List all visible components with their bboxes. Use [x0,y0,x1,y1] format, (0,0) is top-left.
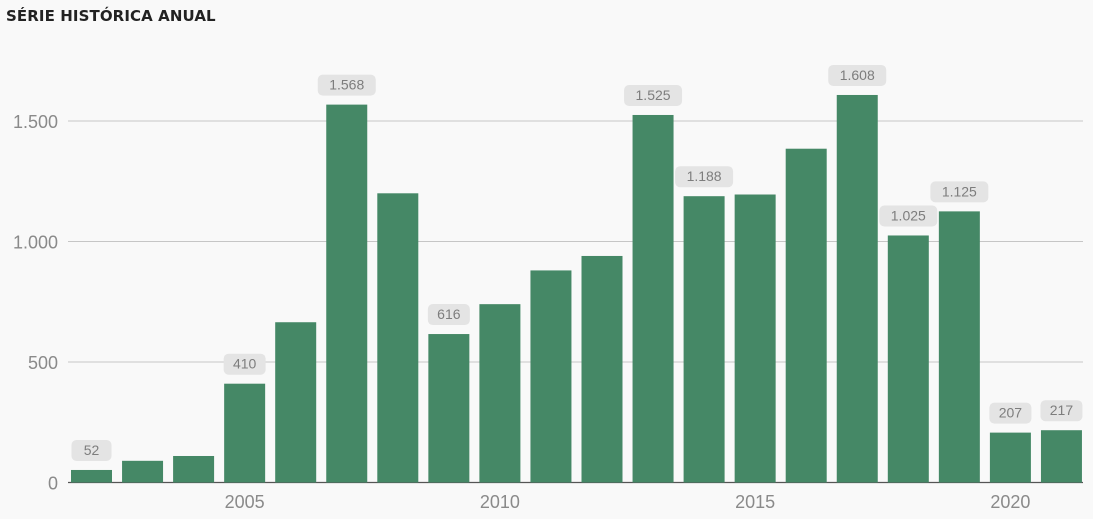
data-label: 1.568 [329,77,364,93]
bar [887,235,929,483]
bar [122,460,164,483]
bar [71,469,112,483]
bar [1040,430,1082,483]
data-label: 616 [437,306,461,322]
data-labels: 52 410 1.568 616 1.525 1.188 1.608 1.025 1.125 20… [71,64,1083,461]
data-label-background [624,84,683,106]
bar [479,304,521,483]
x-tick-label: 2010 [480,492,520,512]
bar [785,148,827,483]
chart-title-text: SÉRIE HISTÓRICA ANUAL [6,7,216,25]
bar [530,270,572,483]
data-label: 1.125 [942,183,977,199]
data-label-background [828,64,887,86]
x-tick-label: 2015 [735,492,775,512]
data-label: 52 [84,442,100,458]
data-label-background [427,304,470,326]
y-tick-label: 500 [28,353,58,373]
bar [224,383,266,483]
data-label: 1.608 [840,67,875,83]
data-label: 410 [233,356,257,372]
x-tick-label: 2005 [225,492,265,512]
bar [683,196,725,483]
bar [173,455,215,483]
bar [581,255,623,483]
bar [836,94,878,483]
grid-lines [68,120,1083,484]
y-tick-label: 0 [48,474,58,494]
bars [71,94,1082,483]
x-tick-label: 2020 [990,492,1030,512]
data-label: 207 [999,405,1023,421]
data-label-background [930,181,989,203]
data-label-background [879,205,938,227]
bar [938,211,980,483]
data-label: 1.525 [636,87,671,103]
bar [275,322,317,483]
bar [632,114,674,483]
data-label: 1.188 [687,168,722,184]
bar [377,193,419,483]
bar [734,194,776,483]
data-label: 217 [1050,402,1074,418]
data-label-background [675,166,734,188]
x-axis-ticks: 2005 2010 2015 2020 [225,492,1031,512]
y-tick-label: 1.500 [13,112,58,132]
data-label: 1.025 [891,207,926,223]
bar [989,432,1031,483]
data-label-background [71,439,112,461]
data-label-background [317,74,376,96]
data-label-background [1040,400,1083,422]
bar [326,104,368,483]
data-label-background [989,402,1032,424]
y-tick-label: 1.000 [13,233,58,253]
bar [428,334,470,483]
data-label-background [223,353,266,375]
y-axis-ticks: 0 500 1.000 1.500 [13,112,58,494]
